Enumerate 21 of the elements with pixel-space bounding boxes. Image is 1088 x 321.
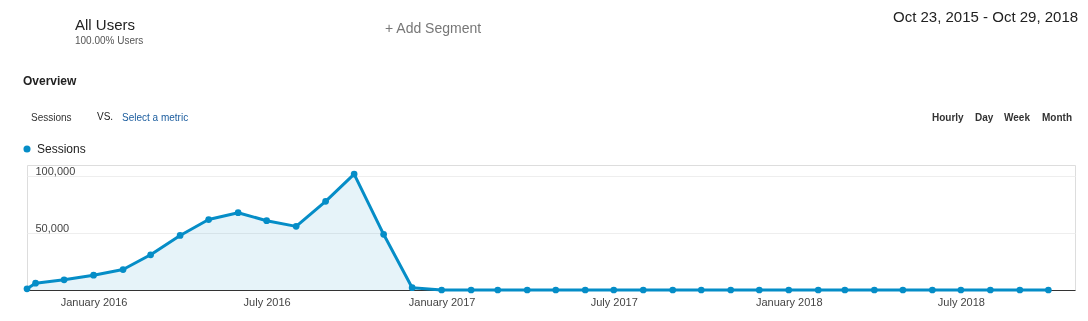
text: Week — [1004, 112, 1031, 123]
x-tick-label: July 2017 — [590, 295, 638, 308]
x-tick-label: January 2018 — [755, 295, 823, 308]
y-tick-label: 50,000 — [35, 221, 70, 234]
text: Overview — [23, 74, 78, 88]
text: Hourly — [932, 112, 965, 123]
x-tick-label: January 2017 — [408, 295, 476, 308]
legend-label: Sessions — [37, 142, 86, 156]
y-tick-label: 100,000 — [35, 164, 76, 177]
x-tick-label: July 2016 — [243, 295, 291, 308]
text: Day — [975, 112, 994, 123]
text: + Add Segment — [385, 20, 482, 36]
text: VS. — [97, 111, 114, 122]
text: Select a metric — [122, 112, 189, 123]
x-tick-label: January 2016 — [60, 295, 128, 308]
text: All Users — [75, 16, 136, 33]
text: 100.00% Users — [75, 35, 144, 46]
text: Sessions — [31, 112, 72, 123]
x-tick-label: July 2018 — [937, 295, 985, 308]
text: Month — [1042, 112, 1072, 123]
text: Oct 23, 2015 - Oct 29, 2018 — [893, 8, 1079, 25]
